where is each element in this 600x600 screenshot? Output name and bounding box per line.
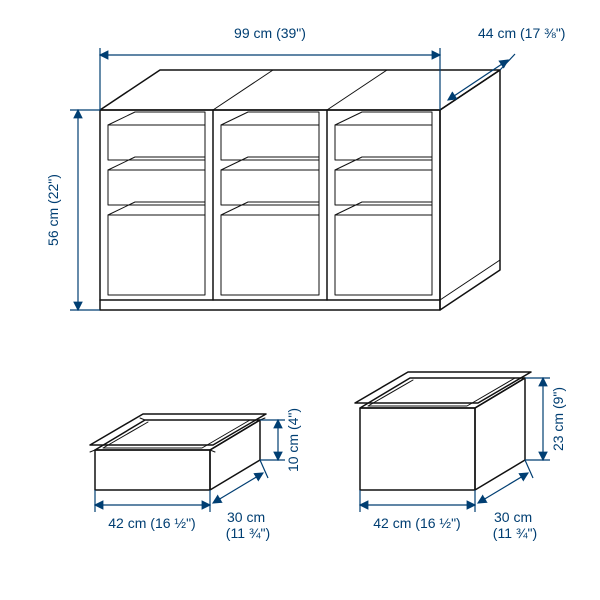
dim-small-width: 42 cm (16 ½") [95,490,210,531]
svg-text:42 cm (16 ½"): 42 cm (16 ½") [373,515,460,531]
large-box [355,372,531,490]
svg-text:56 cm (22"): 56 cm (22") [45,174,61,246]
small-w-cm: 42 cm [108,515,146,531]
dim-small-depth: 30 cm (11 ¾") [213,460,270,541]
unit-height-cm: 56 cm [45,208,61,246]
large-w-cm: 42 cm [373,515,411,531]
svg-text:10 cm (4"): 10 cm (4") [285,408,301,472]
svg-text:23 cm (9"): 23 cm (9") [550,387,566,451]
unit-width-cm: 99 cm [234,25,272,41]
unit-depth-cm: 44 cm [478,25,516,41]
dim-unit-width: 99 cm (39") [100,25,440,110]
dim-large-height: 23 cm (9") [525,378,566,460]
dim-unit-depth: 44 cm (17 ⅜") [448,25,565,100]
large-d-cm: 30 cm [494,509,532,525]
svg-text:30 cm (11 ¾"): 30 cm (11 ¾") [493,509,537,541]
dim-large-depth: 30 cm (11 ¾") [478,460,537,541]
large-d-in: (11 ¾") [493,525,537,541]
dimension-diagram: 99 cm (39") 44 cm (17 ⅜") 56 cm (22") [0,0,600,600]
unit-depth-in: (17 ⅜") [520,25,565,41]
small-box [90,414,266,490]
svg-text:42 cm (16 ½"): 42 cm (16 ½") [108,515,195,531]
unit-height-in: (22") [45,174,61,204]
large-w-in: (16 ½") [415,515,460,531]
dim-large-width: 42 cm (16 ½") [360,490,475,531]
svg-text:44 cm (17 ⅜"): 44 cm (17 ⅜") [478,25,565,41]
large-h-in: (9") [550,387,566,409]
svg-text:99 cm (39"): 99 cm (39") [234,25,306,41]
svg-text:30 cm (11 ¾"): 30 cm (11 ¾") [226,509,270,541]
dim-small-height: 10 cm (4") [260,408,301,472]
small-h-cm: 10 cm [285,434,301,472]
dim-unit-height: 56 cm (22") [45,110,100,310]
small-w-in: (16 ½") [150,515,195,531]
small-h-in: (4") [285,408,301,430]
small-d-cm: 30 cm [227,509,265,525]
small-d-in: (11 ¾") [226,525,270,541]
unit-width-in: (39") [276,25,306,41]
large-h-cm: 23 cm [550,413,566,451]
